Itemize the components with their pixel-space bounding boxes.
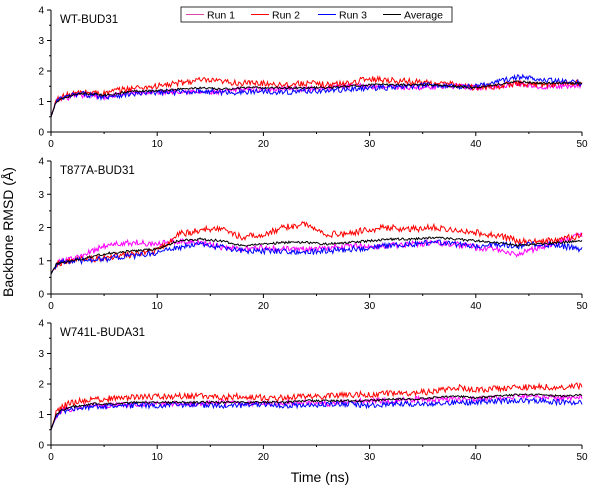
legend-label: Run 2 [272,10,300,22]
y-tick-label: 2 [38,67,44,78]
y-tick-label: 4 [38,157,44,168]
x-tick-label: 30 [364,301,376,312]
legend-item-run-2: Run 2 [251,10,300,22]
y-tick-label: 4 [38,319,44,330]
series-line-run-2 [50,382,583,430]
x-tick-label: 50 [576,301,588,312]
x-tick-label: 0 [48,301,54,312]
panel-3-series [50,382,583,430]
series-line-run-2 [50,75,583,117]
panel-title: T877A-BUD31 [60,165,135,177]
panel-title: W741L-BUDA31 [60,327,145,339]
legend-items: Run 1 Run 2 Run 3 Average [186,10,443,22]
series-line-run-3 [50,396,583,430]
x-tick-label: 40 [470,139,482,150]
x-tick-label: 0 [48,139,54,150]
x-tick-label: 40 [470,452,482,463]
y-tick-label: 2 [38,380,44,391]
x-tick-label: 10 [152,139,164,150]
y-axis-label: Backbone RMSD (Å) [0,167,16,297]
y-tick-label: 2 [38,223,44,234]
x-tick-label: 30 [364,139,376,150]
y-tick-label: 1 [38,97,44,108]
y-tick-label: 1 [38,256,44,267]
legend-item-run-3: Run 3 [318,10,367,22]
x-tick-label: 20 [258,301,270,312]
x-tick-label: 0 [48,452,54,463]
legend-item-run-1: Run 1 [186,10,235,22]
x-tick-label: 30 [364,452,376,463]
legend-item-average: Average [383,10,443,22]
x-tick-label: 20 [258,452,270,463]
y-tick-label: 0 [38,441,44,452]
panel-title: WT-BUD31 [60,14,118,26]
x-axis-label: Time (ns) [291,469,350,485]
series-line-average [50,393,583,430]
y-tick-label: 0 [38,128,44,139]
panel-1-series [50,73,583,117]
y-tick-label: 0 [38,290,44,301]
series-line-run-2 [50,220,583,275]
series-line-average [50,236,583,275]
x-tick-label: 20 [258,139,270,150]
x-tick-label: 50 [576,139,588,150]
x-tick-label: 50 [576,452,588,463]
panel-2-series [50,220,583,275]
series-line-average [50,80,583,117]
y-tick-label: 1 [38,410,44,421]
y-tick-label: 3 [38,349,44,360]
legend-label: Run 1 [207,10,235,22]
x-tick-label: 40 [470,301,482,312]
y-tick-label: 3 [38,36,44,47]
series-line-run-3 [50,73,583,117]
legend-box: Run 1 Run 2 Run 3 Average [180,6,453,23]
legend-label: Run 3 [339,10,367,22]
x-tick-label: 10 [152,301,164,312]
y-tick-label: 4 [38,6,44,17]
legend-frame [180,6,453,23]
y-tick-label: 3 [38,190,44,201]
x-tick-label: 10 [152,452,164,463]
legend-label: Average [404,10,443,22]
series-line-run-1 [50,231,583,275]
